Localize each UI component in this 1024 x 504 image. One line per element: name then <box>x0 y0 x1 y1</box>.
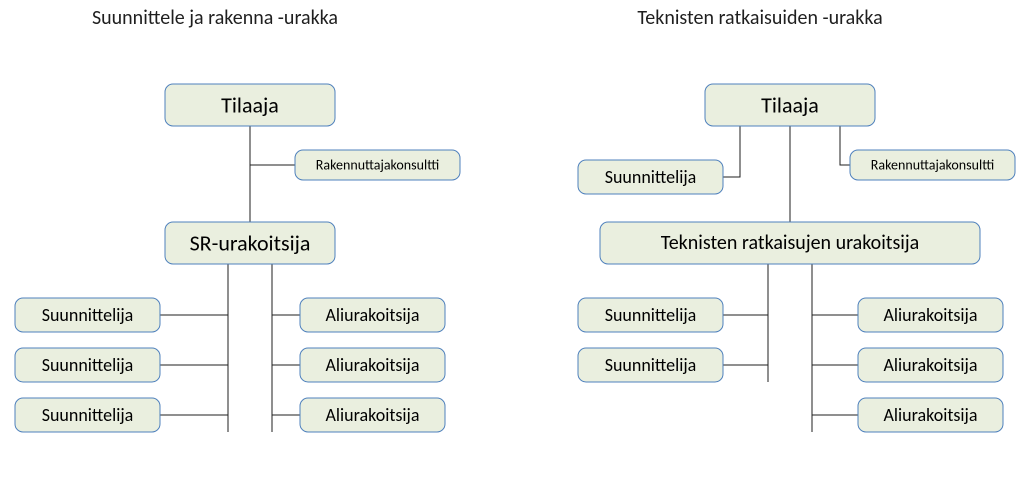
node-label: Suunnittelija <box>42 354 134 376</box>
node-label: Tilaaja <box>221 92 279 119</box>
diagram-title: Teknisten ratkaisuiden -urakka <box>637 6 882 30</box>
node-l_s3: Suunnittelija <box>15 398 160 432</box>
node-label: Aliurakoitsija <box>884 304 978 326</box>
node-label: Suunnittelija <box>605 304 697 326</box>
node-l_s2: Suunnittelija <box>15 348 160 382</box>
node-r_a3: Aliurakoitsija <box>858 398 1003 432</box>
node-label: Aliurakoitsija <box>884 354 978 376</box>
node-l_rak: Rakennuttajakonsultti <box>295 150 460 180</box>
diagram-left: Tilaaja Rakennuttajakonsultti SR-urakoitsi… <box>15 6 460 432</box>
node-label: Aliurakoitsija <box>326 404 420 426</box>
node-label: Teknisten ratkaisujen urakoitsija <box>661 231 920 255</box>
node-r_tr: Teknisten ratkaisujen urakoitsija <box>600 222 980 264</box>
node-label: Suunnittelija <box>605 166 697 188</box>
node-r_s2: Suunnittelija <box>578 348 723 382</box>
node-r_su: Suunnittelija <box>578 160 723 194</box>
node-l_a2: Aliurakoitsija <box>300 348 445 382</box>
node-r_rak: Rakennuttajakonsultti <box>850 150 1015 180</box>
node-l_tilaaja: Tilaaja <box>165 84 335 126</box>
node-r_a2: Aliurakoitsija <box>858 348 1003 382</box>
org-charts: Tilaaja Rakennuttajakonsultti SR-urakoitsi… <box>0 0 1024 504</box>
node-l_a1: Aliurakoitsija <box>300 298 445 332</box>
node-label: Aliurakoitsija <box>884 404 978 426</box>
node-r_tilaaja: Tilaaja <box>705 84 875 126</box>
node-label: Rakennuttajakonsultti <box>316 157 439 174</box>
node-r_s1: Suunnittelija <box>578 298 723 332</box>
diagram-right: Tilaaja Rakennuttajakonsultti Suunnittelij… <box>578 6 1015 432</box>
node-label: Aliurakoitsija <box>326 354 420 376</box>
node-label: Suunnittelija <box>42 404 134 426</box>
node-r_a1: Aliurakoitsija <box>858 298 1003 332</box>
node-label: Suunnittelija <box>42 304 134 326</box>
node-l_sr: SR-urakoitsija <box>165 222 335 264</box>
node-label: Tilaaja <box>761 92 819 119</box>
connector <box>723 126 740 177</box>
node-label: Suunnittelija <box>605 354 697 376</box>
node-label: SR-urakoitsija <box>190 230 311 257</box>
connector <box>840 126 850 165</box>
node-l_s1: Suunnittelija <box>15 298 160 332</box>
node-l_a3: Aliurakoitsija <box>300 398 445 432</box>
node-label: Rakennuttajakonsultti <box>871 157 994 174</box>
diagram-title: Suunnittele ja rakenna -urakka <box>92 6 338 30</box>
node-label: Aliurakoitsija <box>326 304 420 326</box>
